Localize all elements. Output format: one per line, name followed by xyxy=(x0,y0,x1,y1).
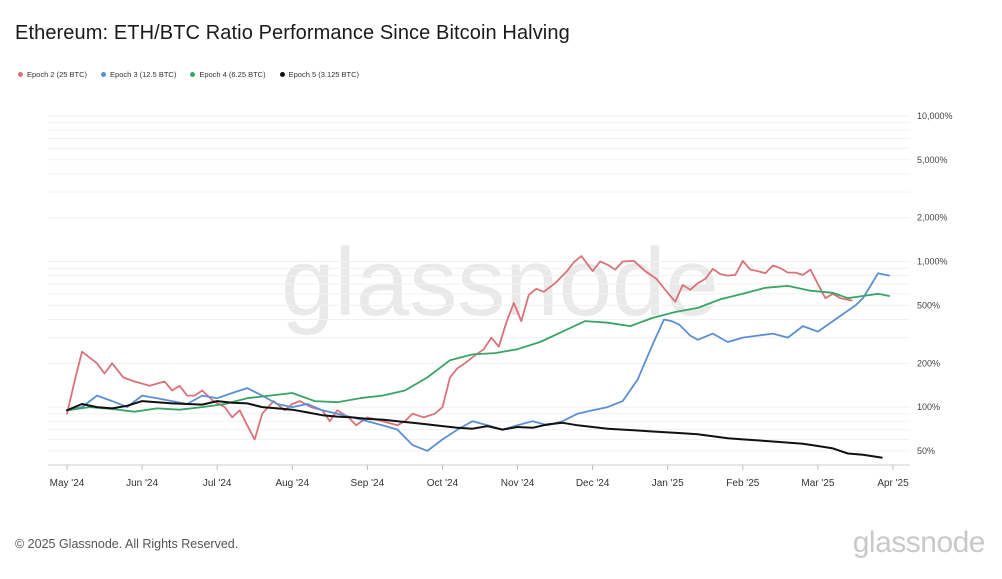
x-tick-label: Dec '24 xyxy=(576,478,610,489)
x-tick-label: Jun '24 xyxy=(126,478,158,489)
legend-dot-icon xyxy=(279,72,285,77)
x-tick-label: Oct '24 xyxy=(427,478,459,489)
legend-dot-icon xyxy=(18,72,23,77)
y-tick-label: 1,000% xyxy=(917,257,948,267)
x-tick-label: Feb '25 xyxy=(726,478,759,489)
y-tick-label: 500% xyxy=(917,300,940,310)
x-tick-label: May '24 xyxy=(50,478,85,489)
y-tick-label: 200% xyxy=(917,358,940,368)
line-chart: glassnode 10,000% 5,000% 2,000% 1,000% 500% 20… xyxy=(48,111,953,489)
chart-area: glassnode 10,000% 5,000% 2,000% 1,000% 500% 20… xyxy=(0,100,1002,500)
y-tick-label: 5,000% xyxy=(917,155,948,165)
x-tick-label: Sep '24 xyxy=(351,478,385,489)
series-line xyxy=(66,400,883,459)
series-line xyxy=(66,255,853,441)
y-tick-label: 50% xyxy=(917,446,935,456)
legend-label: Epoch 3 (12.5 BTC) xyxy=(110,70,177,79)
glassnode-logo: glassnode xyxy=(852,526,986,559)
legend: Epoch 2 (25 BTC) Epoch 3 (12.5 BTC) Epoch … xyxy=(18,70,359,79)
copyright-text: © 2025 Glassnode. All Rights Reserved. xyxy=(15,537,239,551)
legend-item[interactable]: Epoch 5 (3.125 BTC) xyxy=(279,70,360,79)
y-tick-label: 100% xyxy=(917,402,940,412)
x-tick-label: Mar '25 xyxy=(801,478,834,489)
legend-label: Epoch 2 (25 BTC) xyxy=(27,70,88,79)
x-tick-label: Aug '24 xyxy=(275,478,309,489)
legend-label: Epoch 4 (6.25 BTC) xyxy=(199,70,266,79)
legend-label: Epoch 5 (3.125 BTC) xyxy=(288,70,360,79)
legend-item[interactable]: Epoch 2 (25 BTC) xyxy=(18,70,87,79)
x-tick-label: Nov '24 xyxy=(501,478,535,489)
x-tick-label: Jul '24 xyxy=(203,478,232,489)
series-line xyxy=(66,285,891,413)
legend-item[interactable]: Epoch 3 (12.5 BTC) xyxy=(101,70,176,79)
legend-dot-icon xyxy=(190,72,196,77)
y-tick-label: 2,000% xyxy=(917,213,948,223)
watermark: glassnode xyxy=(281,229,719,336)
chart-title: Ethereum: ETH/BTC Ratio Performance Sinc… xyxy=(15,22,570,44)
legend-dot-icon xyxy=(101,72,107,77)
x-tick-label: Apr '25 xyxy=(877,478,909,489)
legend-item[interactable]: Epoch 4 (6.25 BTC) xyxy=(190,70,266,79)
x-tick-label: Jan '25 xyxy=(652,478,684,489)
y-tick-label: 10,000% xyxy=(917,111,953,121)
